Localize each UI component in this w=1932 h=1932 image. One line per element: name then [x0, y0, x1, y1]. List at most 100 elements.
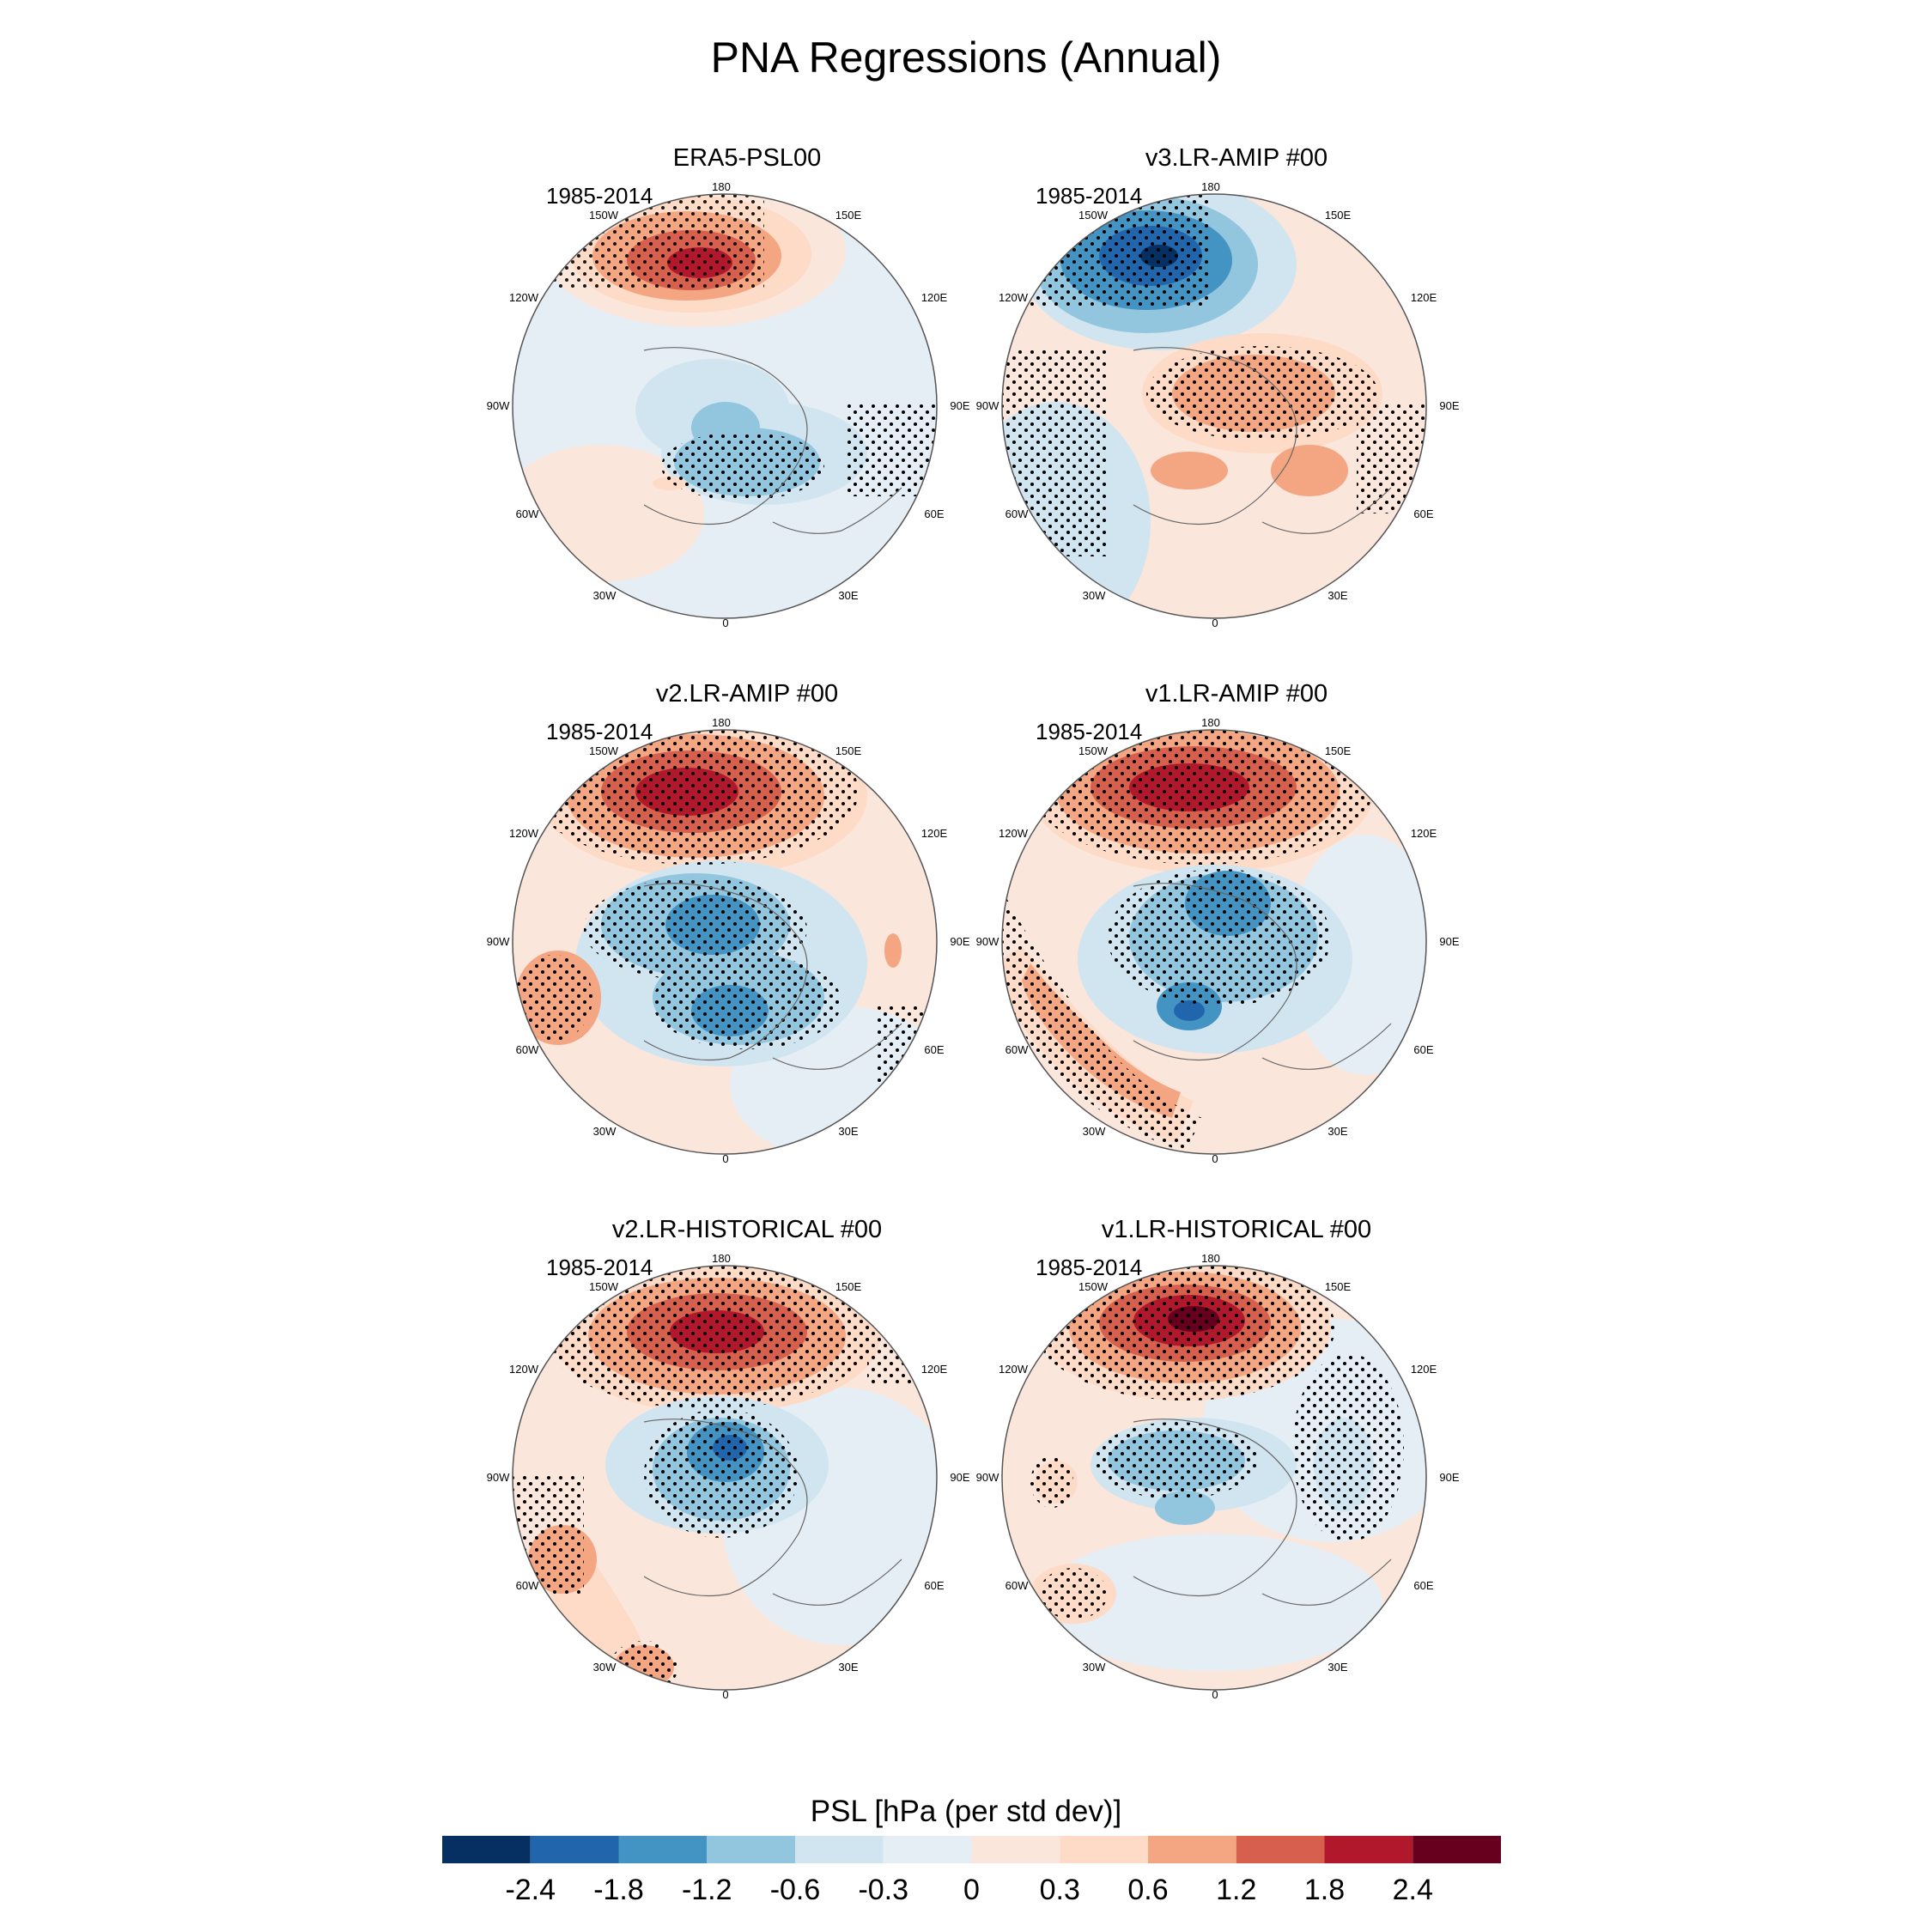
longitude-labels: 180 150E 120E 90E 60E 30E 0 30W 60W 90W …	[487, 180, 970, 629]
colorbar-tick-label: 2.4	[1392, 1874, 1433, 1906]
panel-period: 1985-2014	[1036, 1255, 1143, 1280]
lon-label: 0	[1212, 617, 1218, 629]
colorbar-tick-label: -0.3	[858, 1874, 909, 1906]
longitude-labels: 180 150E 120E 90E 60E 30E 0 30W 60W 90W …	[487, 716, 970, 1165]
lon-label: 90E	[950, 935, 969, 948]
significance-stipple	[584, 878, 807, 981]
lon-label: 120E	[1411, 827, 1437, 840]
colorbar-tick-label: -1.8	[593, 1874, 644, 1906]
lon-label: 180	[1201, 1252, 1220, 1265]
map-panel-era5: ERA5-PSL00 1985-2014 180	[487, 144, 1048, 659]
lon-label: 30E	[1327, 1125, 1347, 1138]
colorbar-tick-label: 1.8	[1303, 1874, 1346, 1906]
lon-label: 90E	[1439, 935, 1459, 948]
contour-region	[1039, 1534, 1382, 1671]
coastline	[643, 347, 808, 526]
significance-stipple	[610, 1641, 678, 1690]
lon-label: 150W	[1078, 744, 1109, 757]
significance-stipple	[1292, 1353, 1404, 1542]
colorbar-segment	[1324, 1836, 1413, 1863]
contour-region	[1174, 1000, 1205, 1021]
lon-label: 0	[1212, 1688, 1218, 1701]
panel-title: v1.LR-AMIP #00	[1145, 680, 1328, 708]
polar-map: 180 150E 120E 90E 60E 30E 0 30W 60W 90W …	[487, 1252, 970, 1701]
map-boundary	[1001, 193, 1427, 619]
coastline	[772, 1558, 902, 1606]
lon-label: 0	[722, 1688, 728, 1701]
lon-label: 0	[1212, 1152, 1218, 1165]
panel-period: 1985-2014	[546, 1255, 653, 1280]
significance-stipple	[1035, 1266, 1335, 1400]
colorbar-segment	[1413, 1836, 1501, 1863]
panel-title: ERA5-PSL00	[672, 144, 822, 172]
lon-label: 150W	[589, 1280, 619, 1293]
lon-label: 120W	[999, 1363, 1029, 1376]
panel-title: v3.LR-AMIP #00	[1145, 144, 1328, 172]
lon-label: 0	[722, 617, 728, 629]
lon-label: 180	[1201, 716, 1220, 729]
coastline	[772, 487, 902, 534]
lon-label: 120W	[509, 827, 539, 840]
panel-title: v1.LR-HISTORICAL #00	[1101, 1216, 1372, 1243]
lon-label: 30W	[1083, 589, 1106, 602]
panel-period: 1985-2014	[546, 183, 653, 209]
lon-label: 90W	[487, 399, 510, 412]
map-panel-v1-historical: v1.LR-HISTORICAL #00 1985-2014	[976, 1216, 1537, 1731]
map-boundary	[512, 193, 938, 619]
significance-stipple	[653, 955, 841, 1049]
lon-label: 150E	[835, 209, 862, 222]
lon-label: 90W	[976, 935, 999, 948]
polar-map: 180 150E 120E 90E 60E 30E 0 30W 60W 90W …	[487, 716, 970, 1165]
lon-label: 60W	[516, 507, 539, 520]
lon-label: 90W	[487, 935, 510, 948]
significance-stipple	[1146, 346, 1378, 440]
colorbar-segment	[1148, 1836, 1236, 1863]
lon-label: 90E	[1439, 399, 1459, 412]
lon-label: 60W	[1005, 1043, 1029, 1056]
lon-label: 120E	[1411, 1363, 1437, 1376]
lon-label: 90W	[976, 399, 999, 412]
polar-map: 180 150E 120E 90E 60E 30E 0 30W 60W 90W …	[976, 716, 1460, 1165]
colorbar-segment	[442, 1836, 531, 1863]
significance-stipple	[1002, 194, 1211, 307]
lon-label: 60W	[516, 1043, 539, 1056]
longitude-labels: 180 150E 120E 90E 60E 30E 0 30W 60W 90W …	[976, 1252, 1460, 1701]
polar-map: 180 150E 120E 90E 60E 30E 0 30W 60W 90W …	[976, 1252, 1460, 1701]
significance-stipple	[644, 1409, 799, 1538]
lon-label: 150E	[1325, 744, 1352, 757]
map-boundary	[1001, 729, 1427, 1155]
coastline	[1261, 1558, 1392, 1606]
significance-stipple	[513, 194, 764, 290]
colorbar-segment	[707, 1836, 795, 1863]
lon-label: 150W	[1078, 209, 1109, 222]
lon-label: 30W	[593, 589, 617, 602]
lon-label: 30E	[838, 1661, 858, 1674]
colorbar-tick-label: 0.3	[1039, 1874, 1080, 1906]
coastline	[772, 1023, 902, 1070]
lon-label: 90W	[487, 1471, 510, 1484]
lon-label: 60E	[1413, 507, 1433, 520]
figure-title: PNA Regressions (Annual)	[710, 33, 1222, 82]
lon-label: 60W	[1005, 1579, 1029, 1592]
lon-label: 180	[1201, 180, 1220, 193]
significance-stipple	[513, 1473, 584, 1594]
lon-label: 30E	[838, 589, 858, 602]
coastline	[1133, 347, 1297, 526]
panel-title: v2.LR-AMIP #00	[655, 680, 839, 708]
lon-label: 180	[712, 180, 731, 193]
lon-label: 120W	[999, 291, 1029, 304]
polar-map: 180 150E 120E 90E 60E 30E 0 30W 60W 90W …	[487, 180, 970, 629]
panel-period: 1985-2014	[1036, 183, 1143, 209]
colorbar-segment	[530, 1836, 619, 1863]
lon-label: 90E	[950, 1471, 969, 1484]
lon-label: 30E	[1327, 589, 1347, 602]
significance-stipple	[1030, 730, 1374, 865]
significance-stipple	[1095, 1422, 1258, 1499]
colorbar-tick-label: -2.4	[505, 1874, 556, 1906]
lon-label: 90E	[950, 399, 969, 412]
colorbar-segment	[618, 1836, 708, 1863]
map-panel-v2-amip: v2.LR-AMIP #00 1985-2014	[487, 680, 1048, 1195]
map-boundary	[512, 1265, 938, 1691]
significance-stipple	[515, 955, 592, 1041]
lon-label: 60W	[516, 1579, 539, 1592]
